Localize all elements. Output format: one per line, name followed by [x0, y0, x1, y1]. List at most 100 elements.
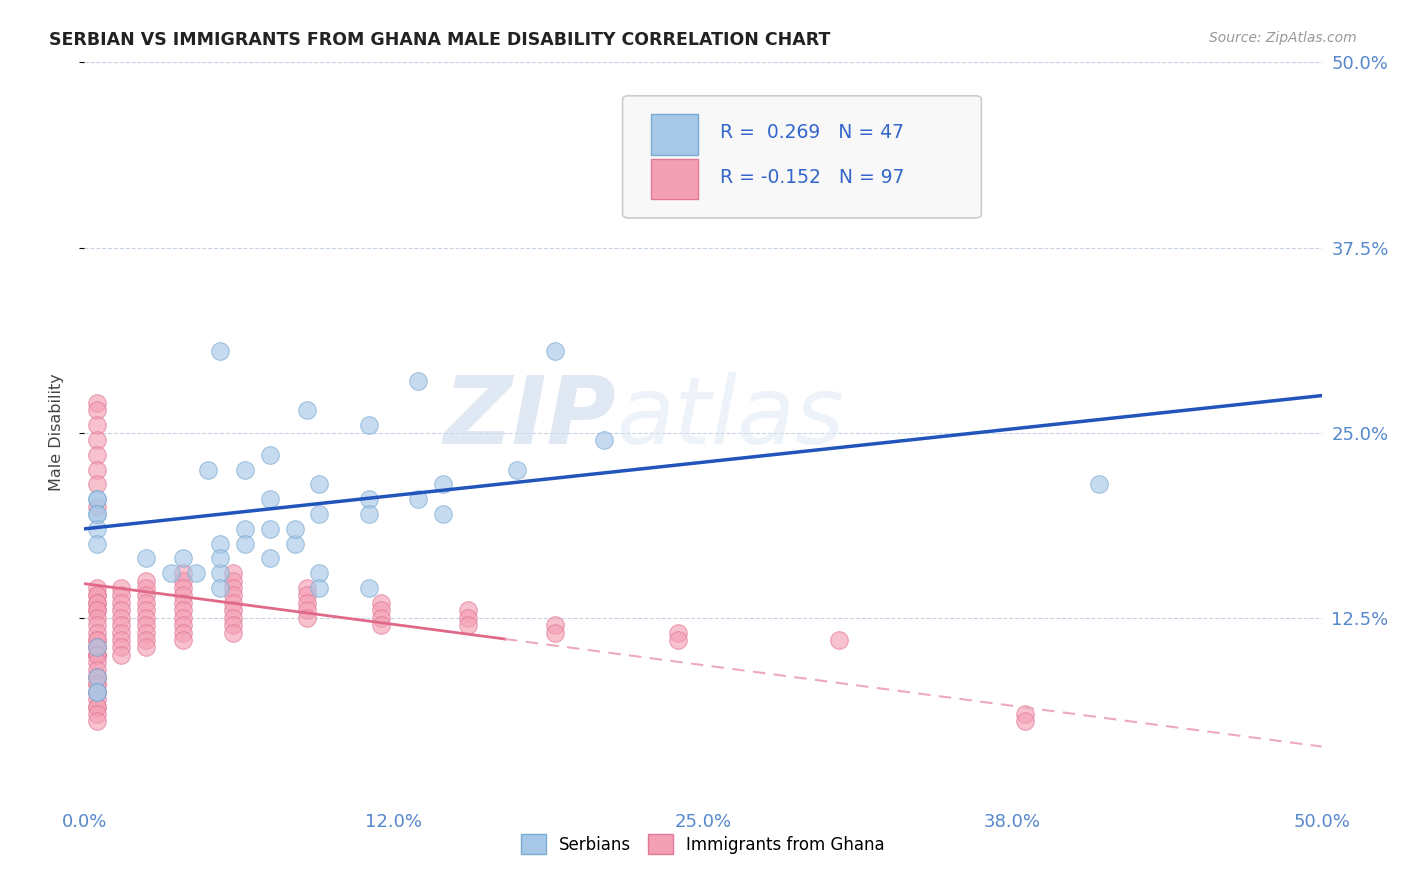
Point: [86, 714, 108, 729]
Point: [172, 625, 194, 640]
Point: [86, 632, 108, 647]
Point: [86, 655, 108, 669]
Point: [209, 581, 232, 595]
Point: [135, 610, 157, 624]
Point: [432, 507, 454, 521]
Point: [86, 648, 108, 662]
Point: [86, 618, 108, 632]
Point: [86, 670, 108, 684]
Point: [86, 685, 108, 699]
Text: atlas: atlas: [616, 372, 845, 463]
Point: [160, 566, 183, 581]
Text: R =  0.269   N = 47: R = 0.269 N = 47: [720, 123, 904, 143]
Point: [86, 596, 108, 610]
Point: [86, 462, 108, 476]
FancyBboxPatch shape: [623, 95, 981, 218]
Point: [432, 477, 454, 491]
Point: [86, 670, 108, 684]
Point: [110, 640, 132, 655]
Point: [222, 625, 245, 640]
Y-axis label: Male Disability: Male Disability: [49, 374, 63, 491]
Text: R = -0.152   N = 97: R = -0.152 N = 97: [720, 168, 905, 186]
Point: [865, 122, 887, 136]
Point: [86, 477, 108, 491]
Point: [308, 566, 330, 581]
Point: [86, 492, 108, 507]
Point: [86, 396, 108, 410]
Point: [543, 344, 565, 359]
Point: [222, 581, 245, 595]
Point: [295, 589, 318, 603]
Point: [184, 566, 207, 581]
Point: [86, 699, 108, 714]
Point: [1088, 477, 1111, 491]
Point: [86, 403, 108, 417]
Point: [370, 618, 392, 632]
Point: [308, 581, 330, 595]
Point: [86, 448, 108, 462]
Point: [135, 625, 157, 640]
Point: [593, 433, 616, 447]
Point: [457, 610, 479, 624]
Point: [295, 403, 318, 417]
Bar: [651, 114, 697, 155]
Point: [172, 603, 194, 617]
Point: [209, 551, 232, 566]
Point: [259, 448, 281, 462]
Point: [86, 677, 108, 691]
Point: [172, 551, 194, 566]
Point: [233, 522, 256, 536]
Point: [86, 507, 108, 521]
Point: [209, 344, 232, 359]
Point: [110, 581, 132, 595]
Point: [172, 596, 194, 610]
Point: [86, 692, 108, 706]
Point: [86, 648, 108, 662]
Point: [172, 566, 194, 581]
Point: [110, 596, 132, 610]
Point: [1014, 706, 1036, 721]
Point: [86, 603, 108, 617]
Point: [506, 462, 529, 476]
Point: [222, 618, 245, 632]
Point: [543, 618, 565, 632]
Point: [110, 632, 132, 647]
Point: [295, 596, 318, 610]
Text: Source: ZipAtlas.com: Source: ZipAtlas.com: [1209, 31, 1357, 45]
Point: [110, 603, 132, 617]
Point: [86, 625, 108, 640]
Point: [172, 610, 194, 624]
Legend: Serbians, Immigrants from Ghana: Serbians, Immigrants from Ghana: [515, 828, 891, 861]
Point: [86, 640, 108, 655]
Point: [308, 477, 330, 491]
Bar: [651, 159, 697, 200]
Point: [295, 581, 318, 595]
Point: [86, 500, 108, 514]
Point: [135, 589, 157, 603]
Point: [1014, 714, 1036, 729]
Point: [86, 663, 108, 677]
Point: [295, 610, 318, 624]
Point: [357, 507, 380, 521]
Point: [86, 589, 108, 603]
Point: [86, 589, 108, 603]
Point: [135, 551, 157, 566]
Point: [135, 640, 157, 655]
Point: [110, 625, 132, 640]
Point: [135, 618, 157, 632]
Point: [457, 603, 479, 617]
Point: [86, 706, 108, 721]
Point: [828, 632, 851, 647]
Point: [209, 566, 232, 581]
Point: [222, 566, 245, 581]
Point: [408, 492, 430, 507]
Point: [172, 618, 194, 632]
Point: [86, 492, 108, 507]
Point: [86, 685, 108, 699]
Point: [86, 596, 108, 610]
Point: [110, 610, 132, 624]
Point: [457, 618, 479, 632]
Point: [110, 648, 132, 662]
Point: [357, 581, 380, 595]
Point: [209, 536, 232, 550]
